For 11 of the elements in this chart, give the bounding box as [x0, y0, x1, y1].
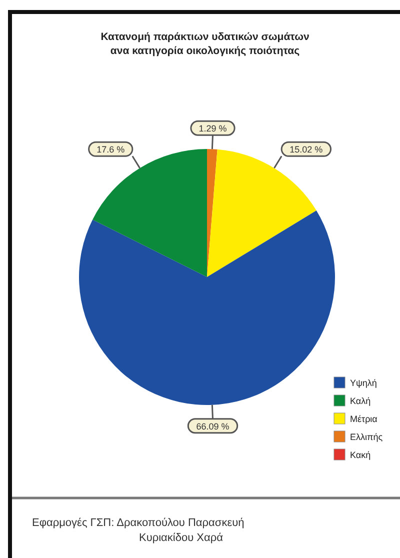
data-label: 17.6 %: [96, 144, 125, 155]
data-label: 15.02 %: [290, 144, 323, 155]
chart-title: Κατανομή παράκτιων υδατικών σωμάτων ανα κατηγορία οικολογικής ποιότητας: [100, 31, 310, 57]
legend-label: Υψηλή: [350, 378, 377, 388]
legend-label: Μέτρια: [350, 414, 378, 424]
legend-label: Καλή: [350, 396, 371, 406]
text: Εφαρμογές ΓΣΠ: Δρακοπούλου Παρασκευή Κυριακίδου Χαρά: [32, 517, 244, 544]
legend-label: Κακή: [350, 450, 371, 460]
data-label: 1.29 %: [198, 124, 227, 134]
legend-label: Ελλιπής: [350, 432, 384, 442]
data-label: 66.09 %: [196, 421, 230, 432]
